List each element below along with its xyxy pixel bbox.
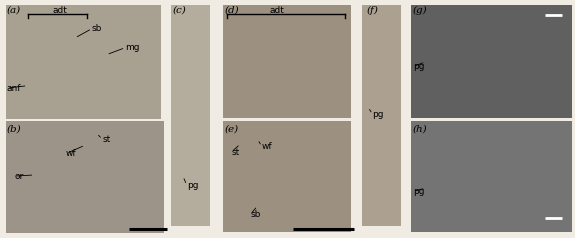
Text: pg: pg (187, 181, 198, 190)
Bar (6, 121, 164, 233)
Text: (h): (h) (413, 125, 427, 134)
Text: sb: sb (92, 24, 102, 33)
Text: anf: anf (7, 84, 21, 93)
Text: mg: mg (125, 43, 140, 52)
Text: adt: adt (53, 6, 68, 15)
Text: or: or (14, 172, 24, 181)
Bar (6, 5, 161, 119)
Text: pg: pg (373, 110, 384, 119)
Text: sb: sb (250, 210, 260, 219)
Bar (171, 5, 210, 226)
Text: (e): (e) (224, 125, 239, 134)
Text: (d): (d) (224, 6, 239, 15)
Text: pg: pg (413, 187, 424, 196)
Bar (223, 5, 351, 118)
Text: pg: pg (413, 62, 424, 71)
Bar (411, 5, 572, 118)
Bar (362, 5, 401, 226)
Text: st: st (102, 135, 110, 144)
Text: (g): (g) (413, 6, 427, 15)
Text: st: st (231, 148, 239, 157)
Bar (223, 121, 351, 232)
Text: (b): (b) (7, 125, 21, 134)
Text: wf: wf (262, 142, 272, 151)
Text: (a): (a) (7, 6, 21, 15)
Bar (411, 121, 572, 232)
Text: (c): (c) (172, 6, 186, 15)
Text: wf: wf (66, 149, 76, 158)
Text: (f): (f) (367, 6, 379, 15)
Text: adt: adt (269, 6, 284, 15)
